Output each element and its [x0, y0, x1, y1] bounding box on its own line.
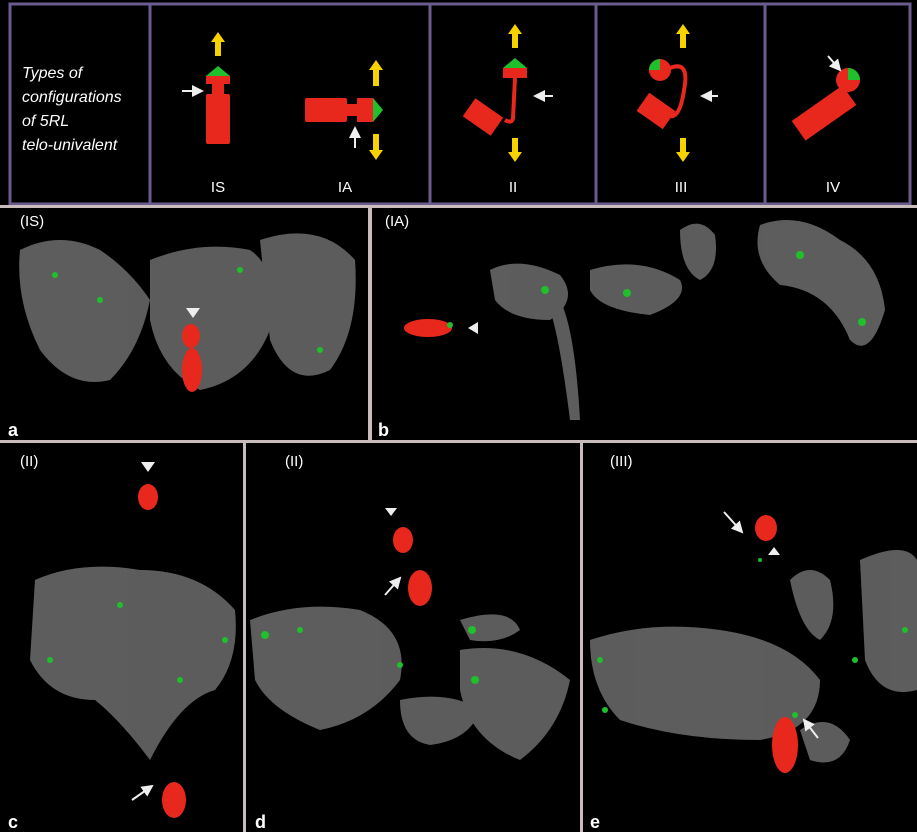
panel-label: (IS) — [20, 213, 44, 230]
panel-letter: a — [8, 420, 19, 440]
config-label: III — [675, 179, 688, 196]
title-line: telo-univalent — [22, 137, 118, 154]
legend-box — [10, 4, 910, 204]
panel-label: (II) — [285, 453, 303, 470]
micrographs — [19, 220, 917, 818]
panel-label: (III) — [610, 453, 633, 470]
page: Types of configurations of 5RL telo-univ… — [0, 0, 917, 832]
title-line: configurations — [22, 89, 122, 106]
title-line: Types of — [22, 65, 84, 82]
panel-label: (II) — [20, 453, 38, 470]
config-label: IA — [338, 179, 352, 196]
panel-letter: d — [255, 812, 266, 832]
panel-letter: b — [378, 420, 389, 440]
config-label: IV — [826, 179, 840, 196]
panel-letter: c — [8, 812, 18, 832]
panel-label: (IA) — [385, 213, 409, 230]
figure: Types of configurations of 5RL telo-univ… — [0, 0, 917, 832]
title-line: of 5RL — [22, 113, 69, 130]
config-label: IS — [211, 179, 225, 196]
config-label: II — [509, 179, 517, 196]
panel-letter: e — [590, 812, 600, 832]
